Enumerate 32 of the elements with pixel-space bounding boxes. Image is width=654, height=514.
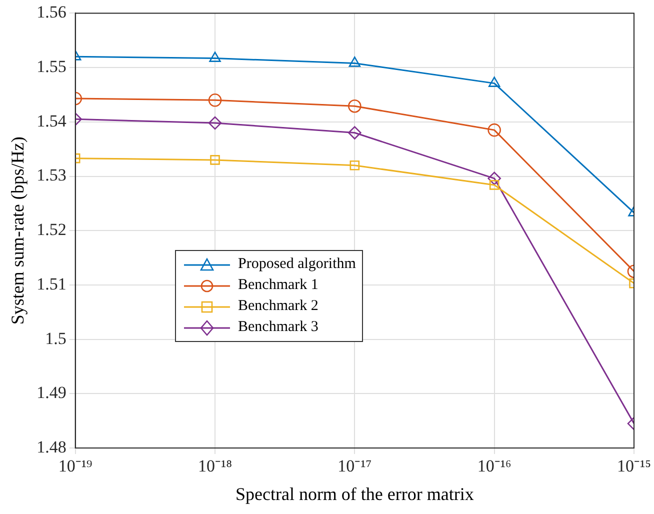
y-tick-label: 1.51 — [36, 274, 66, 294]
y-tick-label: 1.54 — [36, 111, 67, 130]
point — [488, 76, 500, 87]
point — [489, 180, 500, 190]
point — [208, 94, 222, 107]
legend-label: Benchmark 1 — [238, 277, 318, 294]
legend-label: Proposed algorithm — [238, 256, 356, 273]
legend-label: Benchmark 3 — [238, 319, 318, 336]
y-tick-label: 1.55 — [36, 57, 66, 76]
y-tick-label: 1.53 — [36, 166, 66, 185]
point — [488, 172, 501, 186]
point — [209, 52, 221, 62]
point — [348, 56, 361, 67]
x-tick-label: 10⁻¹⁷ — [338, 456, 372, 476]
y-tick-label: 1.56 — [36, 2, 66, 22]
y-axis-title: System sum-rate (bps/Hz) — [8, 136, 28, 325]
x-tick-label: 10⁻¹⁶ — [477, 456, 512, 476]
y-tick-label: 1.49 — [36, 383, 66, 402]
legend-label: Benchmark 2 — [238, 298, 318, 315]
x-tick-label: 10⁻¹⁵ — [616, 456, 652, 476]
x-tick-label: 10⁻¹⁸ — [198, 456, 232, 476]
point — [210, 155, 220, 165]
x-axis-title: Spectral norm of the error matrix — [235, 484, 474, 504]
point — [348, 99, 362, 113]
y-tick-label: 1.52 — [36, 220, 66, 240]
point — [488, 123, 501, 137]
point — [208, 116, 222, 130]
y-tick-label: 1.48 — [36, 437, 66, 456]
x-tick-label: 10⁻¹⁹ — [58, 456, 92, 476]
point — [348, 126, 362, 140]
point — [350, 160, 360, 170]
y-tick-label: 1.5 — [45, 328, 66, 348]
